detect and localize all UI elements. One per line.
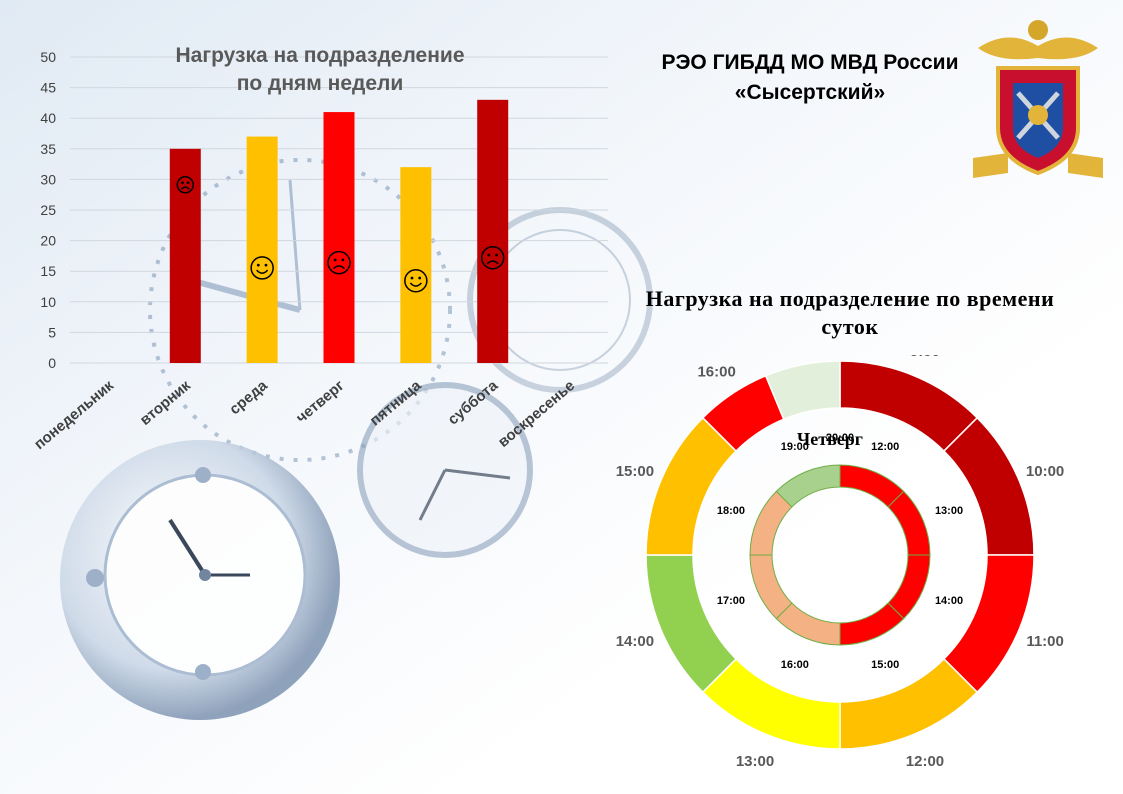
x-tick-label: четверг: [293, 377, 348, 427]
bar-3: [323, 112, 355, 363]
inner-slice-5: [749, 554, 793, 620]
smiley-sad-icon: [480, 245, 505, 270]
organization-title: РЭО ГИБДД МО МВД России «Сысертский»: [620, 48, 1000, 108]
outer-slice-label: 16:00: [697, 363, 735, 380]
bar-chart-title-line1: Нагрузка на подразделение: [175, 44, 465, 67]
inner-slice-1: [887, 490, 931, 556]
x-tick-label: суббота: [445, 377, 502, 429]
outer-slice-label: 10:00: [1026, 463, 1064, 480]
bar-chart-title: Нагрузка на подразделение по дням недели: [150, 42, 490, 98]
y-tick-label: 50: [40, 49, 56, 65]
inner-slice-label: 20:00: [826, 432, 854, 444]
y-tick-label: 20: [40, 233, 56, 249]
bar-chart-title-line2: по дням недели: [236, 72, 404, 95]
bar-5: [477, 99, 509, 363]
outer-slice-label: 14:00: [616, 633, 654, 650]
x-tick-label: среда: [226, 377, 271, 419]
bar-2: [246, 136, 278, 363]
donut-chart: 9:00 10:00 11:00 12:00 13:00 14:00 15:00 16:00 1…: [616, 355, 1065, 770]
bar-chart: 0 5 10 15 20 25 30 35 40 45 50 понедельник вторник с…: [31, 49, 608, 453]
x-tick-label: воскресенье: [495, 377, 578, 451]
inner-ring-title: Четверг: [797, 429, 863, 449]
clock-decoration: [60, 440, 340, 720]
y-tick-label: 35: [40, 141, 56, 157]
smiley-sad-icon: [327, 250, 351, 275]
y-tick-label: 40: [40, 110, 56, 126]
time-chart-title-line2: суток: [821, 314, 879, 339]
inner-slice-label: 12:00: [871, 441, 899, 453]
inner-slice-label: 14:00: [935, 595, 963, 607]
outer-slice-5: [645, 554, 738, 694]
y-tick-label: 0: [48, 355, 56, 371]
organization-name: РЭО ГИБДД МО МВД России: [661, 51, 959, 74]
y-tick-label: 45: [40, 80, 56, 96]
y-tick-label: 10: [40, 294, 56, 310]
bar-1: [169, 148, 201, 363]
bar-4: [400, 167, 432, 363]
outer-slice-label: 13:00: [736, 753, 774, 770]
smiley-happy-icon: [250, 256, 274, 280]
organization-subname: «Сысертский»: [734, 81, 886, 104]
smiley-happy-icon: [404, 268, 428, 293]
outer-slice-label: 12:00: [906, 753, 944, 770]
y-tick-label: 25: [40, 202, 56, 218]
x-tick-label: пятница: [367, 377, 425, 430]
outer-slice-label: 9:00: [910, 355, 940, 360]
outer-slice-8: [764, 360, 841, 421]
inner-slice-label: 18:00: [717, 505, 745, 517]
x-tick-label: вторник: [137, 377, 194, 429]
inner-slice-label: 16:00: [781, 659, 809, 671]
outer-slice-label: 15:00: [616, 463, 654, 480]
y-tick-label: 5: [48, 324, 56, 340]
smiley-sad-icon: [176, 176, 195, 194]
inner-slice-label: 19:00: [781, 441, 809, 453]
police-emblem-icon: [973, 20, 1103, 178]
y-tick-label: 15: [40, 263, 56, 279]
time-chart-title-line1: Нагрузка на подразделение по времени: [645, 286, 1055, 311]
inner-slice-label: 15:00: [871, 659, 899, 671]
x-tick-label: понедельник: [31, 377, 117, 453]
inner-slice-3: [839, 602, 905, 646]
time-chart-title: Нагрузка на подразделение по времени сут…: [600, 285, 1100, 341]
inner-slice-7: [775, 464, 841, 508]
outer-slice-1: [942, 416, 1035, 556]
outer-slice-3: [839, 657, 979, 750]
inner-slice-label: 13:00: [935, 505, 963, 517]
y-tick-label: 30: [40, 171, 56, 187]
outer-slice-label: 11:00: [1026, 633, 1064, 650]
inner-slice-label: 17:00: [717, 595, 745, 607]
